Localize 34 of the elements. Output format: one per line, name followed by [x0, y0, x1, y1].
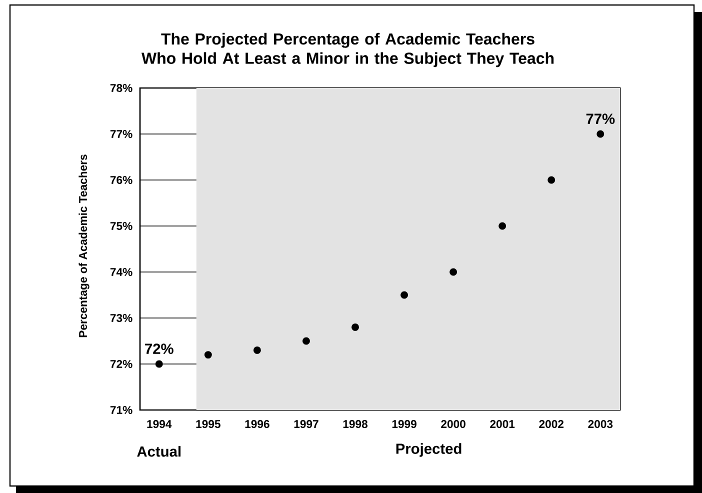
y-tick-label: 76%	[110, 176, 132, 184]
point	[400, 291, 408, 299]
point	[498, 222, 506, 230]
point	[352, 323, 359, 331]
y-tick-label: 73%	[110, 314, 132, 322]
y-tick-label: 71%	[110, 406, 132, 414]
x-tick-label: 1996	[245, 420, 270, 428]
y-axis-title: Percentage of Academic Teachers	[78, 154, 90, 338]
x-tick-label: 1995	[196, 420, 220, 428]
point	[253, 346, 261, 354]
point	[548, 176, 556, 184]
point	[204, 351, 212, 359]
x-tick-label: 1998	[343, 420, 368, 428]
data-label: 72%	[145, 344, 174, 354]
chart-title: The Projected Percentage of Academic Teachers Who Hold At Least a Minor in the Subject They Teach	[142, 32, 554, 68]
band-label: Projected	[396, 443, 462, 457]
x-tick-label: 1999	[392, 420, 416, 428]
point	[155, 360, 163, 368]
y-tick-label: 78%	[110, 84, 132, 92]
data-label: 77%	[586, 114, 615, 124]
point	[302, 337, 310, 345]
x-tick-label: 2000	[441, 420, 466, 428]
y-tick-label: 77%	[110, 130, 132, 138]
text: Actual	[137, 446, 180, 457]
x-tick-label: 1994	[147, 420, 172, 428]
x-tick-label: 2002	[539, 420, 564, 428]
x-tick-label: 2003	[588, 420, 613, 428]
y-tick-label: 72%	[110, 360, 132, 368]
x-tick-label: 2001	[490, 420, 515, 428]
y-tick-label: 75%	[110, 222, 132, 230]
y-tick-label: 74%	[110, 268, 132, 276]
point	[450, 268, 458, 276]
point	[596, 130, 604, 138]
x-tick-label: 1997	[294, 420, 318, 428]
